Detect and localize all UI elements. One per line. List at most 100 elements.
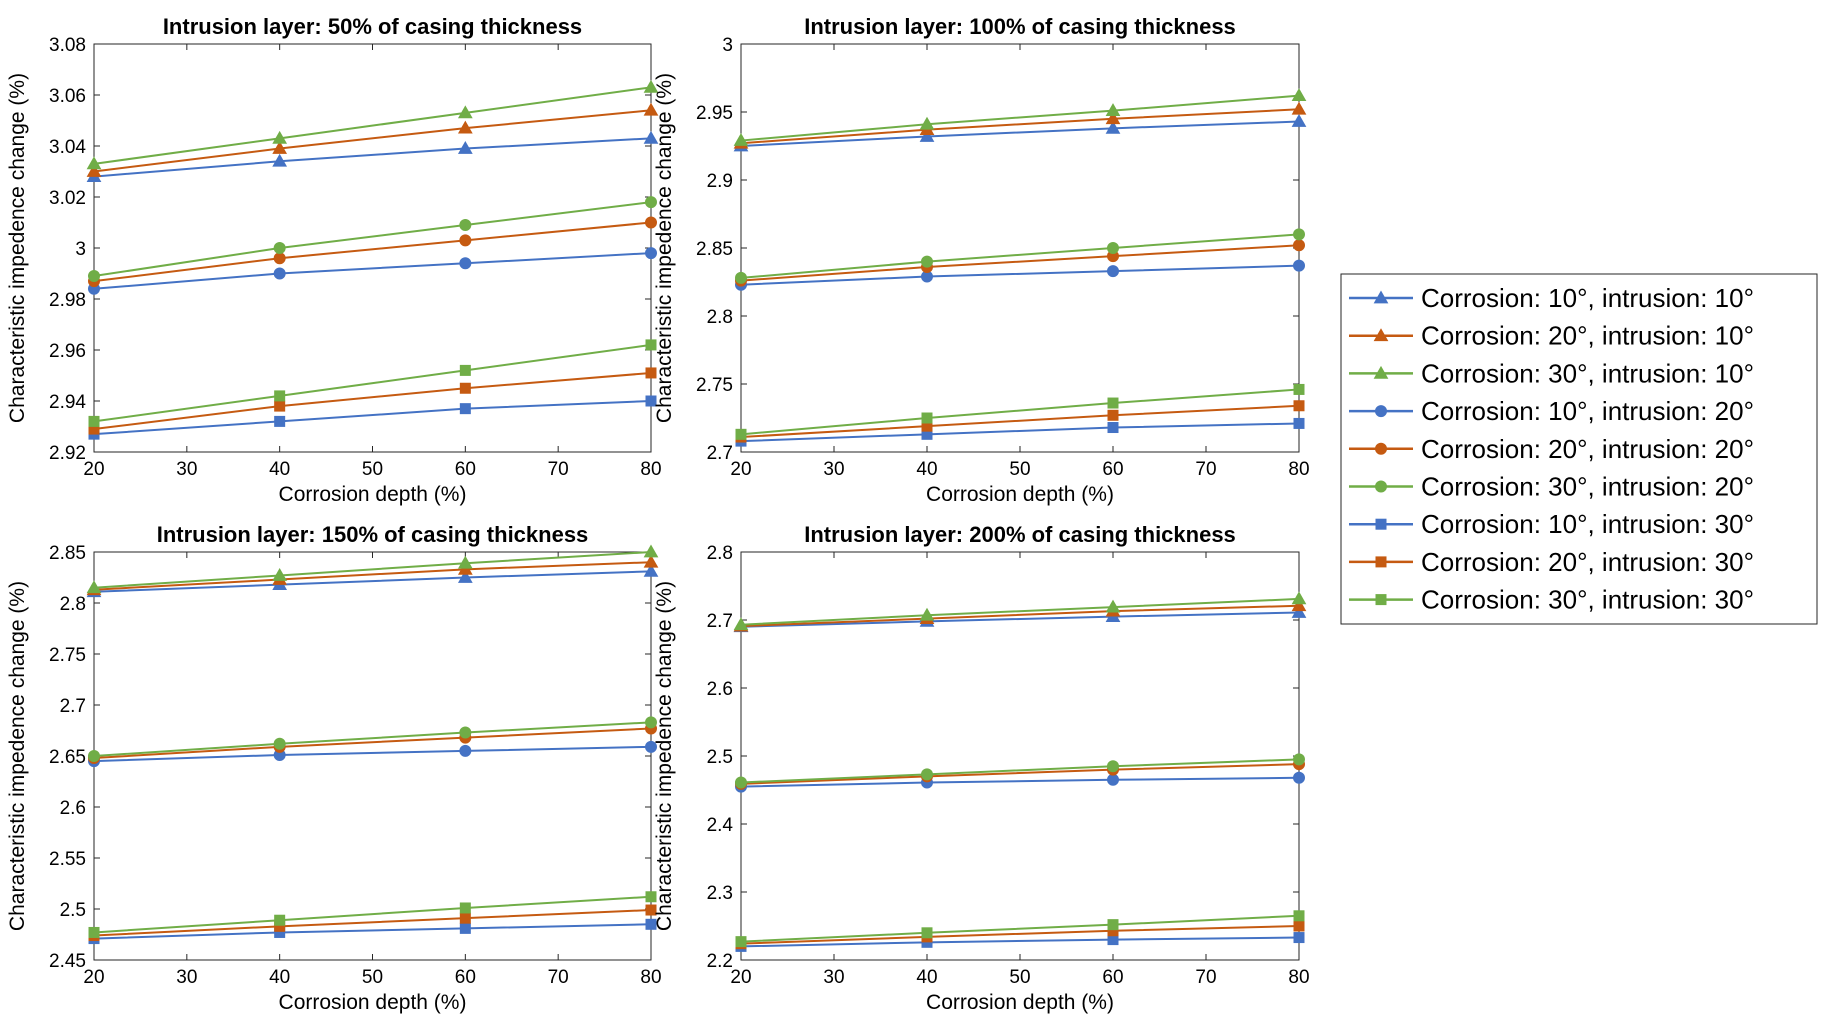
x-tick-label: 40	[269, 967, 290, 988]
series-line	[740, 388, 1300, 436]
y-tick-label: 2.45	[49, 951, 86, 972]
data-point	[921, 768, 933, 781]
y-tick-label: 2.92	[49, 443, 86, 464]
data-point	[1105, 120, 1121, 134]
series-line	[740, 611, 1300, 628]
y-tick-label: 2.75	[696, 375, 733, 396]
data-point	[459, 403, 471, 415]
data-point	[459, 382, 471, 394]
data-point	[645, 904, 657, 916]
chart-panel-3: Intrusion layer: 150% of casing thicknes…	[6, 522, 662, 1014]
legend-entry: Corrosion: 20°, intrusion: 10°	[1349, 321, 1754, 351]
x-tick-label: 30	[823, 459, 844, 480]
series-line	[93, 109, 652, 173]
series-line	[740, 604, 1300, 628]
x-tick-label: 60	[1102, 459, 1123, 480]
x-axis-label: Corrosion depth (%)	[926, 483, 1114, 506]
data-point	[1293, 228, 1305, 241]
series-3	[86, 544, 659, 594]
series-line	[93, 923, 652, 940]
y-axis-label: Characteristic impedence change (%)	[6, 73, 29, 423]
y-tick-label: 2.98	[49, 290, 86, 311]
data-point	[1293, 259, 1305, 272]
legend-marker	[1375, 442, 1387, 455]
y-tick-label: 2.2	[707, 951, 733, 972]
data-point	[1291, 605, 1307, 618]
series-9	[735, 910, 1305, 948]
legend: Corrosion: 10°, intrusion: 10° Corrosion:…	[1340, 273, 1818, 625]
series-9	[88, 339, 657, 427]
data-point	[735, 936, 747, 948]
y-axis-label: Characteristic impedence change (%)	[653, 581, 676, 931]
y-tick-label: 2.8	[60, 594, 86, 615]
data-point	[272, 567, 288, 581]
y-tick-label: 2.8	[707, 307, 733, 328]
data-point	[643, 130, 659, 144]
series-line	[740, 758, 1300, 784]
chart-title: Intrusion layer: 150% of casing thicknes…	[157, 522, 589, 547]
y-tick-label: 2.7	[707, 443, 733, 464]
chart-title: Intrusion layer: 100% of casing thicknes…	[804, 14, 1236, 39]
series-5	[88, 216, 657, 288]
series-line	[93, 371, 652, 431]
data-point	[457, 569, 473, 583]
series-9	[88, 891, 657, 938]
chart-panel-2: Intrusion layer: 100% of casing thicknes…	[653, 14, 1310, 506]
data-point	[645, 918, 657, 930]
data-point	[273, 737, 286, 750]
x-tick-label: 50	[362, 967, 383, 988]
legend-label: Corrosion: 20°, intrusion: 10°	[1421, 321, 1754, 351]
x-tick-label: 80	[640, 459, 661, 480]
x-tick-label: 60	[455, 967, 476, 988]
x-tick-label: 80	[1288, 967, 1309, 988]
series-9	[735, 383, 1305, 440]
data-point	[86, 156, 102, 170]
legend-marker	[1375, 405, 1387, 418]
data-point	[921, 412, 933, 424]
data-point	[733, 133, 749, 146]
y-tick-label: 3.04	[49, 137, 86, 158]
series-4	[88, 740, 657, 768]
x-tick-label: 60	[1102, 967, 1123, 988]
y-tick-label: 2.5	[60, 900, 86, 921]
data-point	[459, 744, 472, 757]
data-point	[643, 102, 659, 116]
legend-label: Corrosion: 30°, intrusion: 10°	[1421, 358, 1754, 388]
chart-panel-1: Intrusion layer: 50% of casing thickness…	[6, 14, 662, 506]
data-point	[1107, 919, 1119, 931]
legend-label: Corrosion: 20°, intrusion: 30°	[1421, 547, 1754, 577]
data-point	[1107, 422, 1119, 434]
legend-label: Corrosion: 30°, intrusion: 20°	[1421, 472, 1754, 502]
data-point	[919, 128, 935, 142]
x-tick-label: 40	[916, 459, 937, 480]
data-point	[645, 339, 657, 351]
series-line	[93, 909, 652, 937]
series-line	[93, 201, 652, 278]
data-point	[735, 271, 747, 284]
x-tick-label: 50	[362, 459, 383, 480]
data-point	[645, 367, 657, 379]
legend-entry: Corrosion: 10°, intrusion: 30°	[1349, 509, 1754, 539]
data-point	[1293, 910, 1305, 922]
data-point	[645, 891, 657, 903]
data-point	[1107, 242, 1119, 254]
series-line	[740, 914, 1300, 943]
series-line	[740, 763, 1300, 785]
data-point	[919, 116, 935, 130]
x-tick-label: 40	[269, 459, 290, 480]
series-line	[93, 343, 652, 423]
series-2	[86, 102, 659, 177]
data-point	[645, 395, 657, 407]
y-tick-label: 2.55	[49, 849, 86, 870]
x-tick-label: 20	[730, 967, 751, 988]
data-point	[1107, 265, 1119, 278]
x-axis-label: Corrosion depth (%)	[926, 991, 1114, 1014]
x-tick-label: 60	[455, 459, 476, 480]
series-6	[88, 716, 657, 762]
data-point	[645, 716, 657, 729]
series-line	[93, 86, 652, 165]
data-point	[1293, 753, 1305, 766]
plot-area	[740, 43, 1300, 453]
data-point	[457, 105, 473, 119]
